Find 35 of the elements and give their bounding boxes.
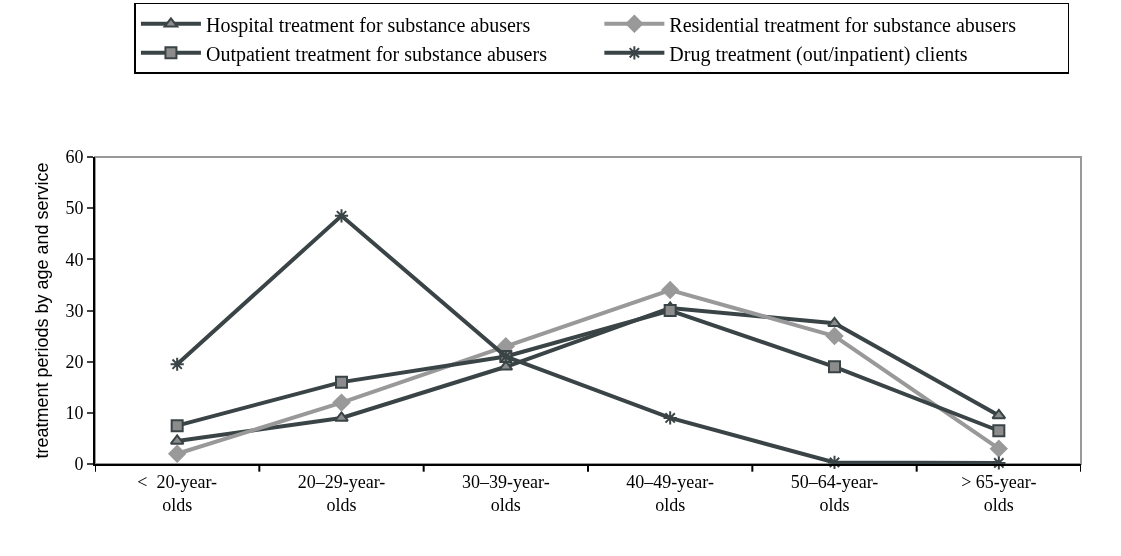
point <box>662 410 678 426</box>
point <box>827 316 842 328</box>
point <box>170 419 184 433</box>
y-tick-label: 30 <box>65 300 84 321</box>
point <box>168 444 186 463</box>
x-tick-label: 50–64-year-olds <box>790 471 879 515</box>
point <box>992 424 1006 438</box>
x-tick-label: 40–49-year-olds <box>626 471 714 515</box>
point <box>169 356 185 372</box>
y-tick-label: 60 <box>65 147 84 168</box>
point <box>828 360 841 374</box>
point <box>825 327 844 345</box>
y-tick-label: 50 <box>65 198 84 219</box>
x-tick-label: 30–39-year-olds <box>462 471 550 515</box>
point <box>663 304 677 317</box>
point <box>334 411 349 422</box>
legend-label: Hospital treatment for substance abusers <box>205 13 531 37</box>
legend-label: Drug treatment (out/inpatient) clients <box>669 42 968 66</box>
y-tick-label: 0 <box>74 454 84 475</box>
x-tick-label: < 20-year-olds <box>137 471 218 515</box>
point <box>991 408 1007 420</box>
point <box>661 281 679 299</box>
point <box>335 375 348 389</box>
point <box>991 455 1007 471</box>
legend-label: Residential treatment for substance abusers <box>669 13 1017 36</box>
legend-label: Outpatient treatment for substance abusers <box>205 42 548 66</box>
y-tick-label: 20 <box>65 351 84 372</box>
y-tick-label: 10 <box>65 403 84 424</box>
x-tick-label: > 65-year-olds <box>961 471 1037 515</box>
point <box>333 208 350 224</box>
point <box>990 439 1008 458</box>
y-tick-label: 40 <box>65 249 84 270</box>
point <box>332 393 351 412</box>
x-tick-label: 20–29-year-olds <box>297 471 386 515</box>
y-axis-title: treatment periods by age and service <box>32 162 53 459</box>
